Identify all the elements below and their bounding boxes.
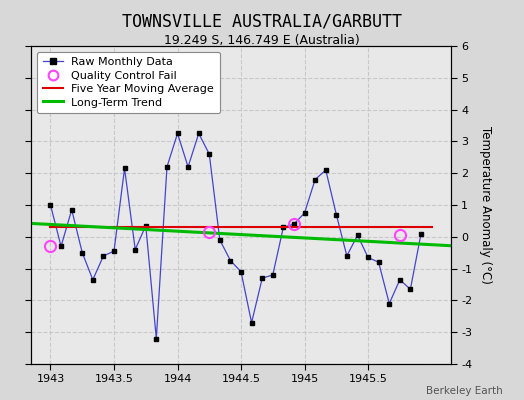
Text: 19.249 S, 146.749 E (Australia): 19.249 S, 146.749 E (Australia) — [164, 34, 360, 47]
Y-axis label: Temperature Anomaly (°C): Temperature Anomaly (°C) — [478, 126, 492, 284]
Text: TOWNSVILLE AUSTRALIA/GARBUTT: TOWNSVILLE AUSTRALIA/GARBUTT — [122, 12, 402, 30]
Text: Berkeley Earth: Berkeley Earth — [427, 386, 503, 396]
Legend: Raw Monthly Data, Quality Control Fail, Five Year Moving Average, Long-Term Tren: Raw Monthly Data, Quality Control Fail, … — [37, 52, 220, 113]
